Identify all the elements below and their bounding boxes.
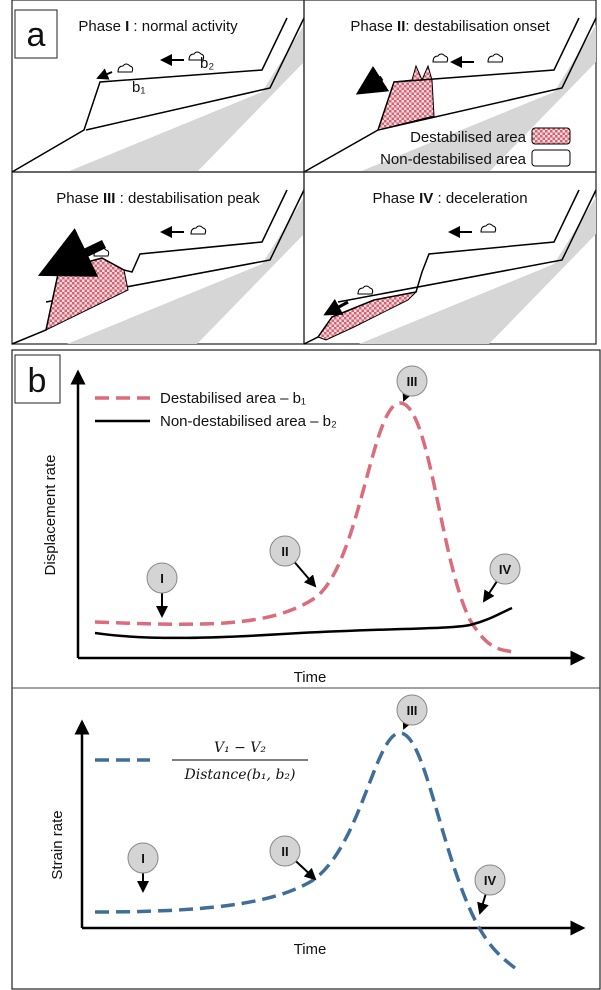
legend-text: Non-destabilised area [380, 151, 527, 168]
y-label: Strain rate [49, 810, 66, 879]
movement-arrow [96, 68, 113, 80]
formula-denominator: Distance(b₁, b₂) [184, 767, 296, 783]
phase-title: Phase I : normal activity [78, 18, 238, 35]
title-suffix: : destabilisation peak [115, 190, 260, 207]
marker-arrow [402, 388, 414, 402]
phase-panel: Phase I : normal activity [11, 0, 305, 173]
boulder [357, 285, 374, 295]
bedrock [67, 25, 304, 172]
slope-base [377, 17, 597, 131]
marker-circle [269, 535, 301, 567]
panel-label: b [28, 362, 47, 400]
marker-circle [474, 864, 506, 896]
marker-circle [146, 562, 178, 594]
marker-arrow [295, 860, 317, 881]
boulder [432, 53, 449, 63]
panel-b-frame [11, 349, 601, 990]
legend-text: Destabilised area [410, 129, 527, 146]
bedrock [359, 197, 596, 344]
strain-plot: Strain rate Time V₁ − V₂ Distance(b₁, b₂… [49, 719, 586, 970]
strain-curve [94, 731, 517, 970]
marker-label: I [141, 851, 145, 866]
destabilised-area [377, 64, 435, 131]
title-prefix: Phase [78, 18, 125, 35]
title-suffix: : deceleration [433, 190, 527, 207]
slope-base [85, 17, 305, 131]
marker-arrow [402, 716, 414, 730]
title-prefix: Phase [56, 190, 103, 207]
marker-label: I [160, 571, 164, 586]
phase-panel: Phase II: destabilisation onset [303, 0, 597, 173]
title-suffix: : destabilisation onset [405, 18, 550, 35]
title-prefix: Phase [350, 18, 397, 35]
phase-title: Phase IV : deceleration [372, 190, 527, 207]
marker-arrow [482, 580, 498, 603]
phase-panel: Phase IV : deceleration [303, 171, 597, 345]
formula-numerator: V₁ − V₂ [214, 740, 266, 756]
panel-label: a [27, 16, 46, 54]
slope-base [337, 189, 597, 303]
slope-profile [11, 189, 288, 345]
legend-swatch [531, 149, 571, 167]
marker-circle [127, 842, 159, 874]
marker-label: IV [484, 873, 497, 888]
label-box [14, 354, 61, 404]
movement-arrow [355, 65, 390, 95]
block-label: b₂ [200, 55, 214, 72]
block-label: b₁ [132, 79, 145, 96]
movement-arrow [37, 228, 106, 277]
title-numeral: I [125, 18, 129, 35]
marker-circle [489, 553, 521, 585]
phase-title: Phase III : destabilisation peak [56, 190, 260, 207]
x-label: Time [294, 941, 327, 958]
title-prefix: Phase [372, 190, 419, 207]
marker-label: II [281, 844, 288, 859]
title-numeral: III [103, 190, 116, 207]
slope-profile [303, 189, 580, 345]
stable-curve [94, 606, 513, 640]
panel-a: Phase I : normal activity Phase II: desta… [11, 0, 597, 345]
legend-text: Destabilised area – b₁ [160, 390, 306, 407]
legend-text: Non-destabilised area – b₂ [160, 413, 337, 430]
title-suffix: : normal activity [129, 18, 238, 35]
destabilised-curve [94, 401, 516, 654]
bedrock [67, 197, 304, 344]
legend-swatch [531, 127, 571, 145]
marker-arrow [294, 561, 317, 588]
marker-circle [396, 365, 428, 397]
marker-label: II [281, 544, 288, 559]
marker-circle [269, 835, 301, 867]
boulder [190, 225, 207, 235]
x-label: Time [294, 669, 327, 686]
y-label: Displacement rate [42, 455, 59, 576]
bedrock [359, 25, 596, 172]
title-numeral: II [397, 18, 405, 35]
marker-label: IV [499, 562, 512, 577]
displacement-plot: Displacement rate Time Destabilised area… [42, 369, 586, 686]
marker-label: III [407, 374, 418, 389]
marker-circle [396, 694, 428, 726]
boulder [487, 53, 504, 63]
marker-arrow [477, 894, 489, 915]
phase-title: Phase II: destabilisation onset [350, 18, 550, 35]
boulder [480, 223, 497, 233]
title-numeral: IV [419, 190, 433, 207]
slope-profile [11, 17, 288, 173]
label-box [14, 9, 58, 59]
slope-profile [303, 17, 580, 173]
phase-panel: Phase III : destabilisation peak [11, 171, 305, 345]
boulder [188, 51, 205, 61]
marker-label: III [407, 703, 418, 718]
boulder [117, 63, 134, 73]
movement-arrow [323, 298, 349, 316]
